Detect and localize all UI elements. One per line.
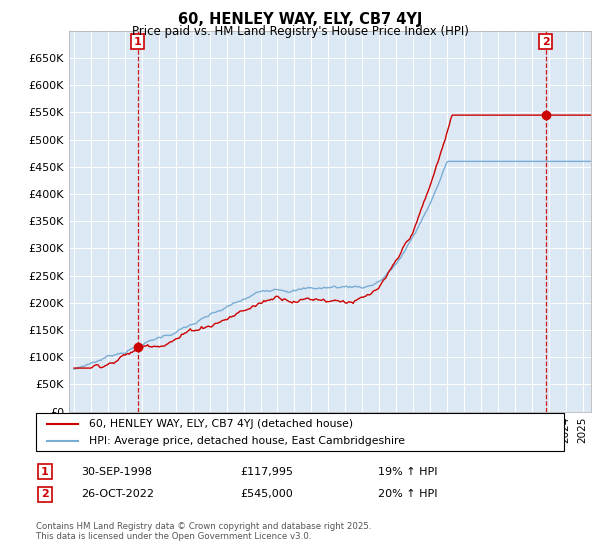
Text: 30-SEP-1998: 30-SEP-1998 bbox=[81, 466, 152, 477]
Text: £545,000: £545,000 bbox=[240, 489, 293, 500]
Text: £117,995: £117,995 bbox=[240, 466, 293, 477]
FancyBboxPatch shape bbox=[36, 413, 564, 451]
Text: 20% ↑ HPI: 20% ↑ HPI bbox=[378, 489, 437, 500]
Text: 2: 2 bbox=[542, 36, 550, 46]
Text: 2: 2 bbox=[41, 489, 49, 500]
Text: 26-OCT-2022: 26-OCT-2022 bbox=[81, 489, 154, 500]
Text: Contains HM Land Registry data © Crown copyright and database right 2025.
This d: Contains HM Land Registry data © Crown c… bbox=[36, 522, 371, 542]
Text: 1: 1 bbox=[134, 36, 142, 46]
Text: 60, HENLEY WAY, ELY, CB7 4YJ (detached house): 60, HENLEY WAY, ELY, CB7 4YJ (detached h… bbox=[89, 419, 353, 429]
Text: 60, HENLEY WAY, ELY, CB7 4YJ: 60, HENLEY WAY, ELY, CB7 4YJ bbox=[178, 12, 422, 27]
Text: HPI: Average price, detached house, East Cambridgeshire: HPI: Average price, detached house, East… bbox=[89, 436, 405, 446]
Text: 19% ↑ HPI: 19% ↑ HPI bbox=[378, 466, 437, 477]
Text: Price paid vs. HM Land Registry's House Price Index (HPI): Price paid vs. HM Land Registry's House … bbox=[131, 25, 469, 38]
Text: 1: 1 bbox=[41, 466, 49, 477]
